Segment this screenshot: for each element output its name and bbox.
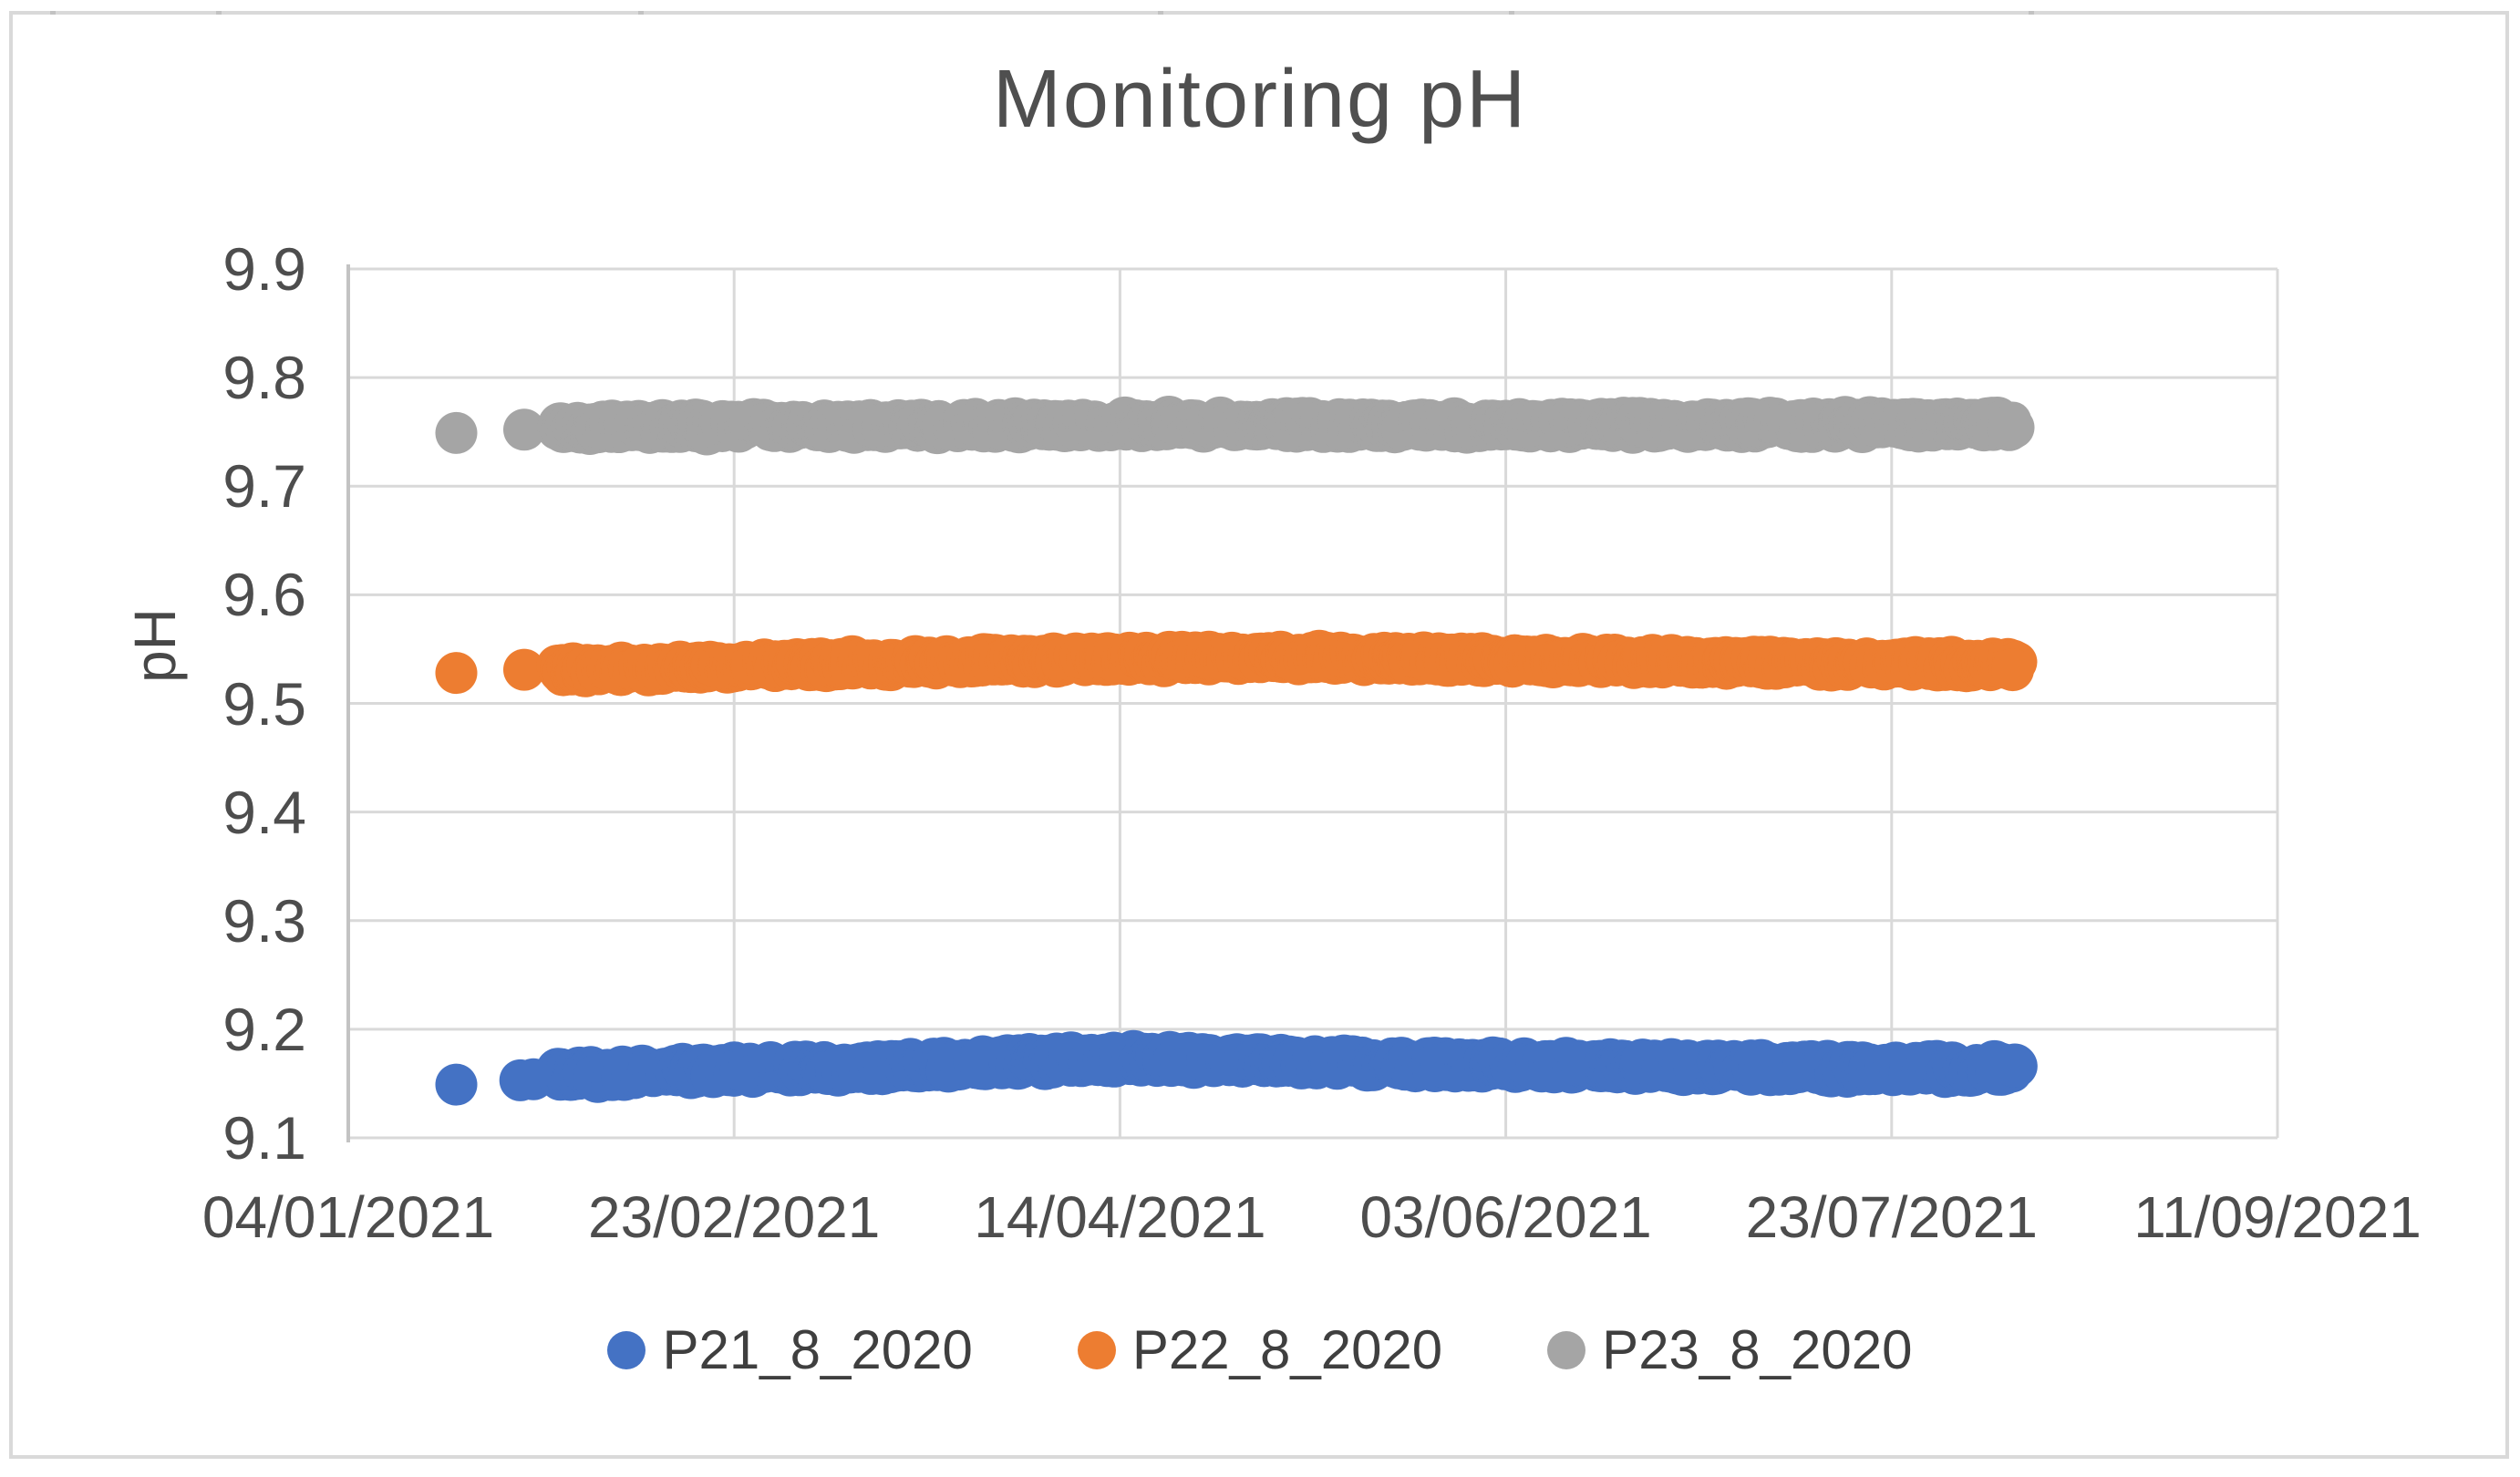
x-tick-label: 03/06/2021: [1359, 1184, 1652, 1250]
legend-label: P23_8_2020: [1602, 1319, 1913, 1380]
chart-border: [9, 11, 2509, 1459]
chart-legend: P21_8_2020 P22_8_2020 P23_8_2020: [0, 1318, 2520, 1381]
y-tick-label: 9.9: [222, 235, 306, 303]
border-notch: [1509, 11, 1514, 15]
border-notch: [216, 11, 222, 15]
border-notch: [2029, 11, 2034, 15]
legend-item-P22_8_2020: P22_8_2020: [1077, 1318, 1443, 1381]
y-tick-label: 9.1: [222, 1104, 306, 1172]
legend-marker-icon: [1077, 1330, 1116, 1369]
y-tick-label: 9.5: [222, 669, 306, 738]
x-tick-label: 11/09/2021: [2133, 1184, 2422, 1250]
x-tick-label: 04/01/2021: [201, 1184, 495, 1250]
y-tick-label: 9.2: [222, 995, 306, 1063]
legend-label: P21_8_2020: [662, 1319, 973, 1380]
y-tick-label: 9.4: [222, 778, 306, 846]
border-notch: [1158, 11, 1163, 15]
chart-title: Monitoring pH: [992, 54, 1528, 145]
legend-label: P22_8_2020: [1131, 1319, 1443, 1380]
x-tick-label: 23/07/2021: [1745, 1184, 2038, 1250]
series-P22_8_2020: [435, 629, 2038, 697]
legend-item-P21_8_2020: P21_8_2020: [607, 1318, 973, 1381]
y-tick-label: 9.3: [222, 886, 306, 955]
series-P21_8_2020: [435, 1029, 2038, 1106]
border-notch: [50, 11, 56, 15]
y-tick-label: 9.7: [222, 452, 306, 521]
legend-marker-icon: [607, 1330, 646, 1369]
border-notch: [638, 11, 644, 15]
legend-marker-icon: [1547, 1330, 1586, 1369]
legend-item-P23_8_2020: P23_8_2020: [1547, 1318, 1913, 1381]
x-tick-label: 23/02/2021: [588, 1184, 881, 1250]
x-tick-label: 14/04/2021: [974, 1184, 1266, 1250]
series-P23_8_2020: [435, 396, 2035, 456]
y-tick-label: 9.6: [222, 561, 306, 629]
y-tick-label: 9.8: [222, 344, 306, 412]
